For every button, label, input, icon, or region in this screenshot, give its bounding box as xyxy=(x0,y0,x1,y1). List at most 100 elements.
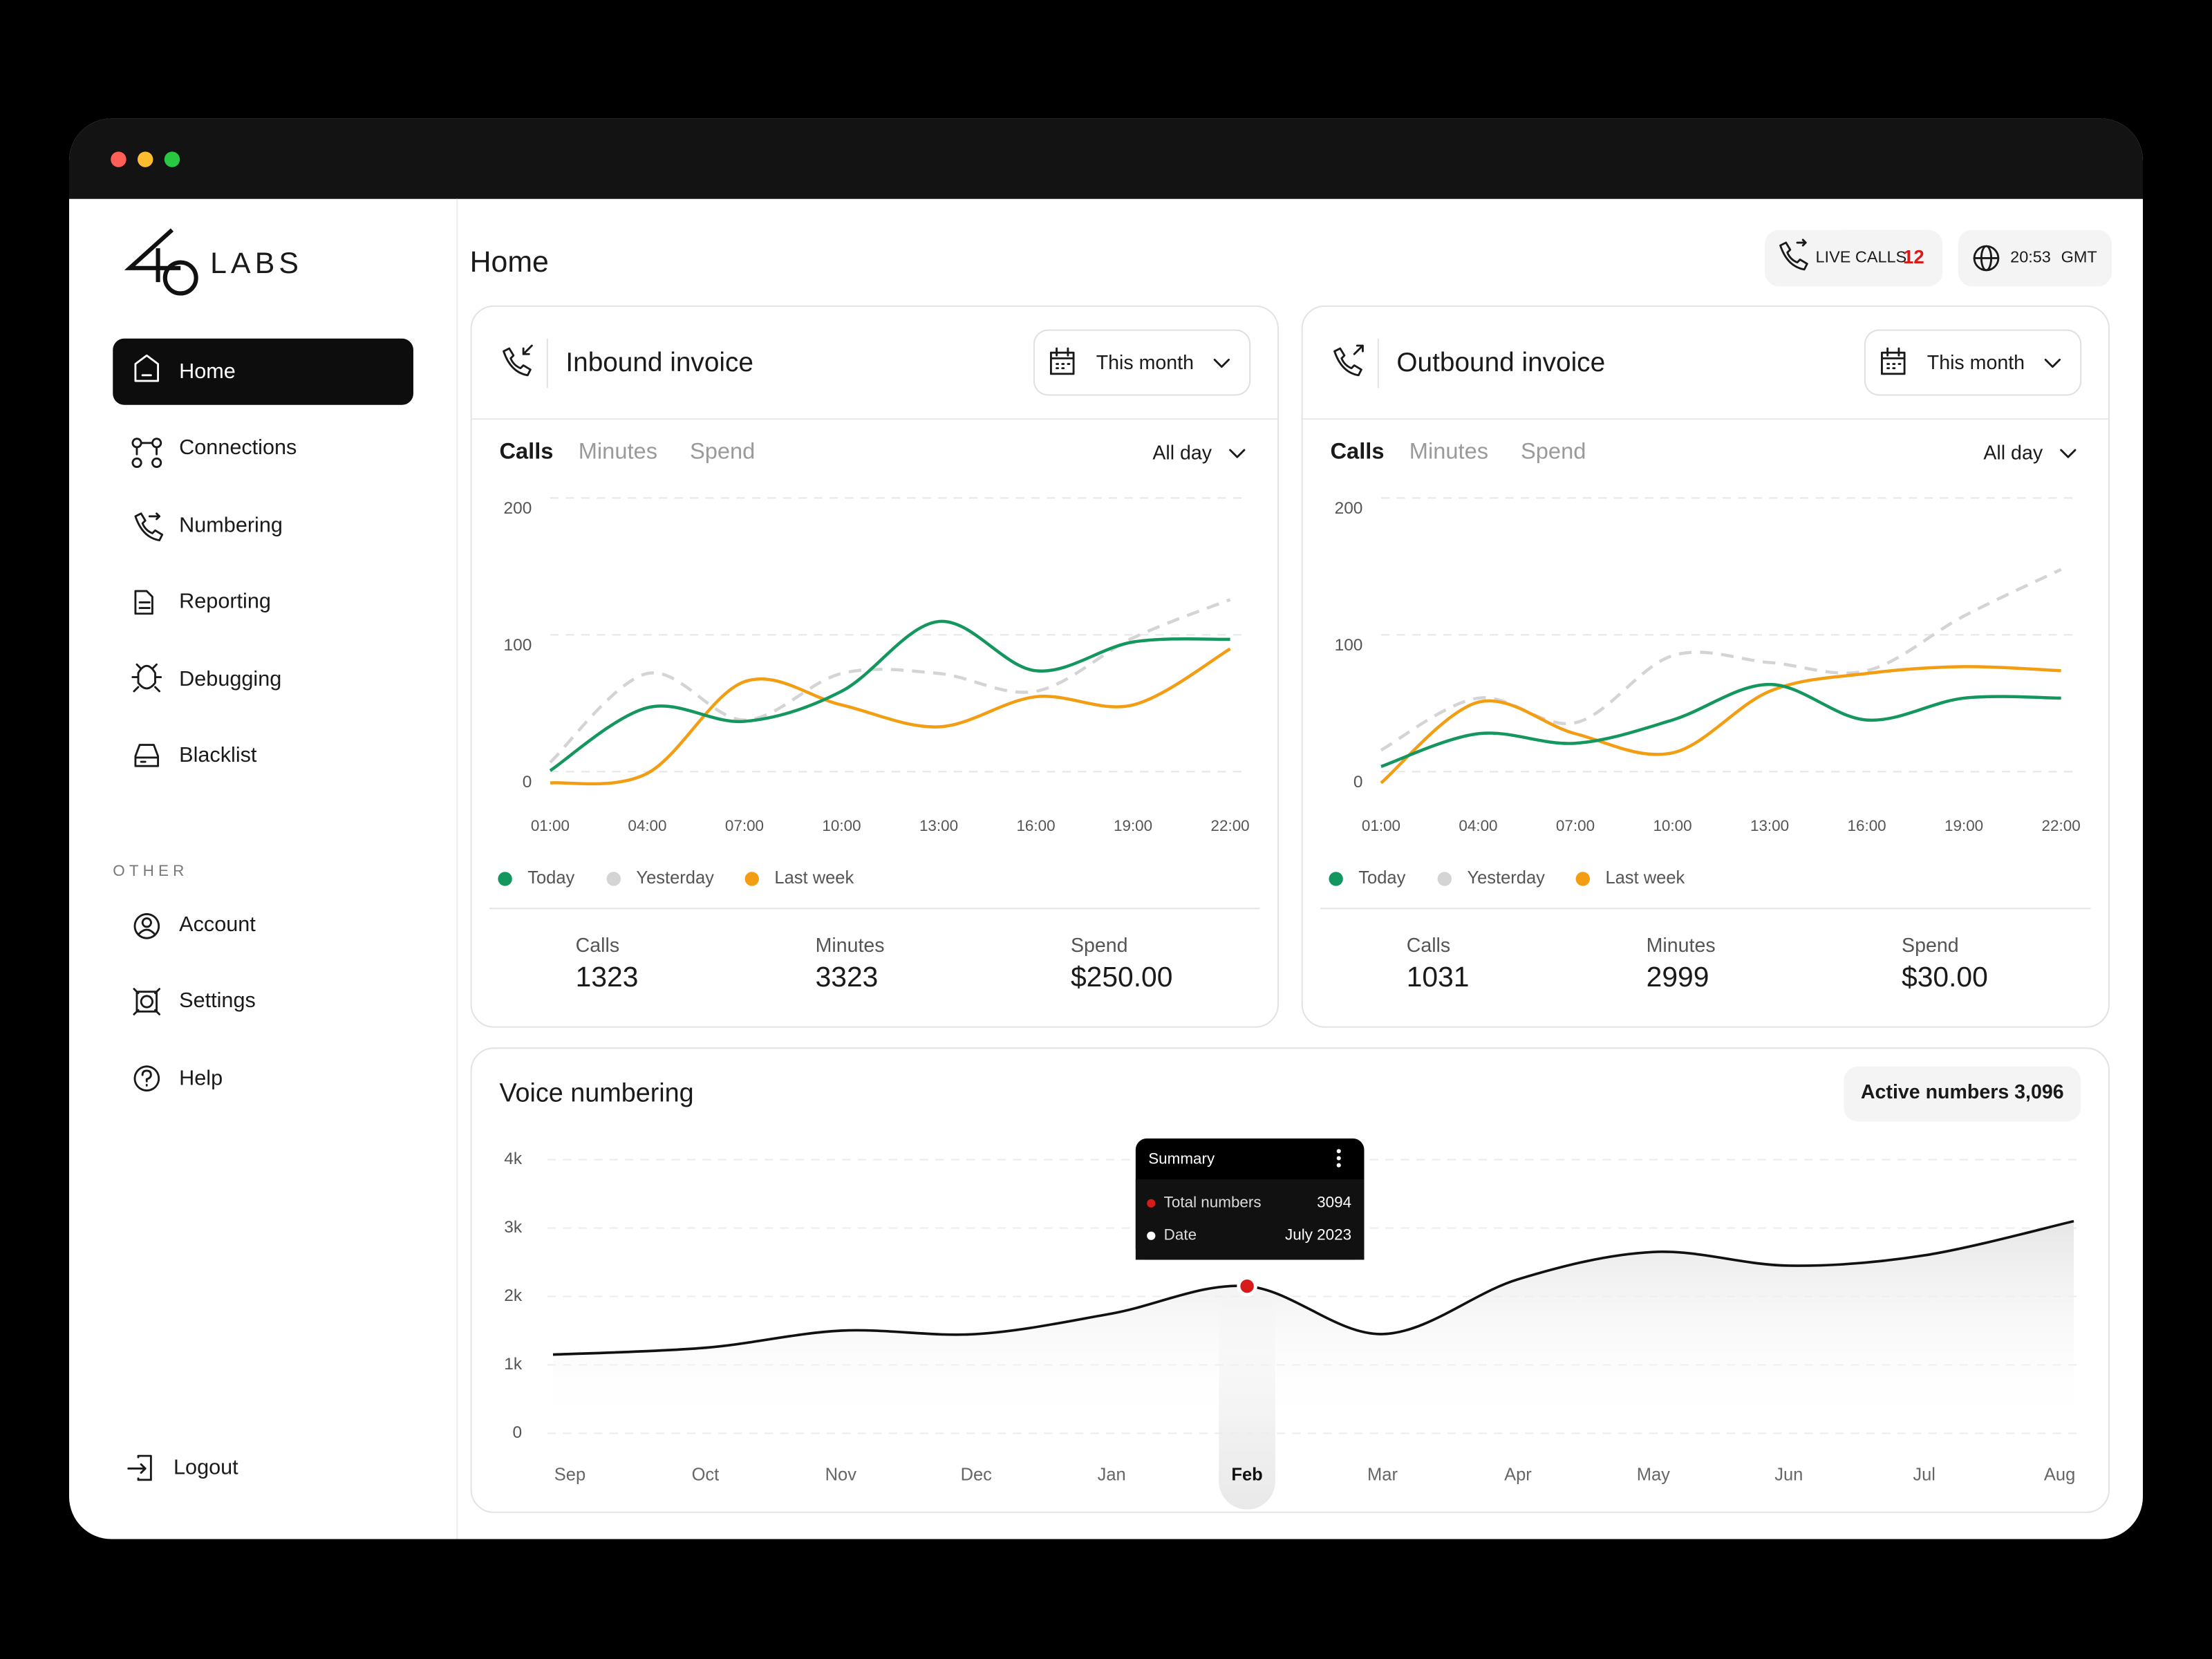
time: 20:53 xyxy=(2010,248,2051,266)
stat-value: $250.00 xyxy=(1071,961,1172,993)
legend-label: Today xyxy=(527,868,574,888)
x-tick-label: 01:00 xyxy=(1362,817,1400,834)
line-series xyxy=(549,619,1230,772)
y-tick-label: 0 xyxy=(523,773,532,791)
x-tick-label: Dec xyxy=(961,1465,993,1484)
chevron xyxy=(1213,358,1230,368)
y-tick-label: 200 xyxy=(1335,499,1363,518)
x-tick-label: 22:00 xyxy=(2042,817,2081,834)
tooltip-body xyxy=(1135,1179,1365,1260)
y-tick-label: 1k xyxy=(504,1355,523,1374)
tab[interactable]: Calls xyxy=(1330,438,1384,464)
window-zoom[interactable] xyxy=(164,151,180,167)
y-tick-label: 3k xyxy=(504,1218,523,1237)
x-tick-label: Nov xyxy=(825,1465,857,1484)
x-tick-label: Jul xyxy=(1913,1465,1936,1484)
nav-item[interactable]: Debugging xyxy=(179,667,281,691)
badge xyxy=(1844,1066,2081,1122)
nav-icon xyxy=(133,988,161,1015)
nav-item[interactable]: Numbering xyxy=(179,513,283,536)
calendar-icon xyxy=(1049,347,1075,375)
tab[interactable]: Calls xyxy=(499,438,553,464)
tooltip-label: Date xyxy=(1164,1226,1197,1244)
legend-label: Last week xyxy=(774,868,854,888)
x-tick-label: 07:00 xyxy=(1556,817,1595,834)
tooltip-dot xyxy=(1147,1231,1156,1240)
nav-item[interactable]: Account xyxy=(179,912,256,936)
page-title: Home xyxy=(470,245,549,279)
legend-swatch xyxy=(1329,872,1343,886)
x-tick-label: Jan xyxy=(1098,1465,1126,1484)
period-dropdown[interactable] xyxy=(1033,329,1251,396)
nav-item[interactable]: Connections xyxy=(179,435,297,459)
nav-icon xyxy=(134,744,159,767)
globe-icon xyxy=(1973,245,2000,272)
stat-label: Calls xyxy=(1407,935,1451,957)
x-tick-label: 16:00 xyxy=(1016,817,1055,834)
legend-label: Yesterday xyxy=(636,868,714,888)
range-dropdown[interactable]: All day xyxy=(1152,442,1212,465)
legend-label: Last week xyxy=(1605,868,1685,888)
legend-swatch xyxy=(1575,872,1590,886)
tooltip-dot xyxy=(1147,1199,1156,1208)
range-dropdown[interactable]: All day xyxy=(1983,442,2043,465)
x-tick-label: 13:00 xyxy=(1750,817,1789,834)
x-tick-label: 01:00 xyxy=(531,817,570,834)
line-series xyxy=(550,647,1231,786)
nav-item-active[interactable] xyxy=(113,338,413,405)
time-pill xyxy=(1958,229,2112,287)
window-minimize[interactable] xyxy=(137,151,153,167)
x-tick-label: 16:00 xyxy=(1848,817,1886,834)
phone-icon xyxy=(1779,238,1808,271)
nav-icon xyxy=(133,913,160,939)
y-tick-label: 0 xyxy=(512,1423,522,1442)
stat-label: Calls xyxy=(576,935,619,957)
x-tick-label: Aug xyxy=(2044,1465,2075,1484)
legend-swatch xyxy=(744,872,759,886)
x-tick-label: 13:00 xyxy=(919,817,958,834)
period-label: This month xyxy=(1927,352,2025,374)
nav-icon xyxy=(134,512,164,542)
y-tick-label: 0 xyxy=(1353,773,1363,791)
tooltip-menu-dot xyxy=(1336,1163,1341,1168)
chevron xyxy=(2060,449,2077,458)
card-title: Inbound invoice xyxy=(565,348,753,377)
stat-value: 3323 xyxy=(816,961,879,993)
stat-label: Minutes xyxy=(1647,935,1716,957)
stat-value: $30.00 xyxy=(1902,961,1988,993)
tab[interactable]: Spend xyxy=(690,438,755,464)
tooltip-title: Summary xyxy=(1148,1150,1215,1167)
live-calls-pill[interactable] xyxy=(1765,229,1943,287)
window-close[interactable] xyxy=(111,151,126,167)
card-title: Voice numbering xyxy=(499,1078,693,1107)
highlight-point xyxy=(1237,1275,1257,1297)
nav-item[interactable]: Reporting xyxy=(179,590,271,613)
nav-item[interactable]: Help xyxy=(179,1066,223,1089)
legend-swatch xyxy=(498,872,512,886)
tab[interactable]: Minutes xyxy=(1409,438,1488,464)
legend-swatch xyxy=(606,872,621,886)
nav-item[interactable]: Home xyxy=(179,359,236,383)
tooltip-menu-dot xyxy=(1336,1149,1341,1154)
tab[interactable]: Minutes xyxy=(579,438,657,464)
logout[interactable]: Logout xyxy=(174,1456,238,1479)
tooltip-menu-dot xyxy=(1336,1156,1341,1161)
legend-swatch xyxy=(1437,872,1452,886)
tooltip-label: Total numbers xyxy=(1164,1194,1262,1211)
timezone: GMT xyxy=(2061,248,2097,266)
live-calls-count: 12 xyxy=(1903,246,1924,268)
invoice-card xyxy=(1301,305,2110,1028)
nav-item[interactable]: Settings xyxy=(179,988,256,1012)
tooltip-value: 3094 xyxy=(1317,1194,1351,1211)
card-icon xyxy=(1333,344,1364,377)
stat-label: Spend xyxy=(1902,935,1959,957)
card-title: Outbound invoice xyxy=(1396,348,1605,377)
nav-item[interactable]: Blacklist xyxy=(179,743,257,767)
stat-value: 1031 xyxy=(1407,961,1470,993)
live-calls-label: LIVE CALLS xyxy=(1816,248,1907,266)
chevron xyxy=(1229,449,1246,458)
card-icon xyxy=(503,344,533,377)
period-dropdown[interactable] xyxy=(1864,329,2082,396)
tab[interactable]: Spend xyxy=(1521,438,1586,464)
calendar-icon xyxy=(1881,347,1906,375)
